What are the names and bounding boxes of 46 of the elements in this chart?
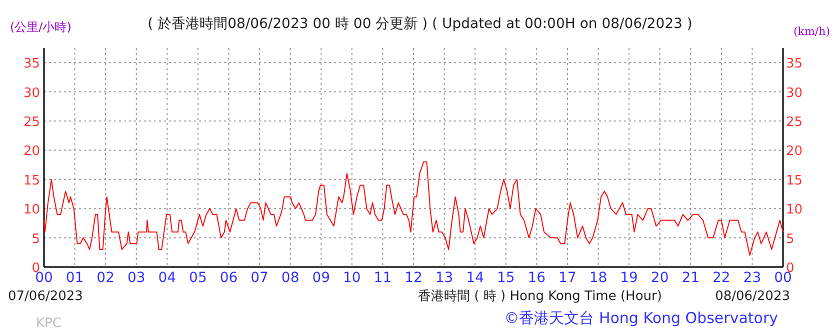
- x-tick-label: 19: [620, 270, 638, 286]
- y-axis-title: (公里/小時): [10, 20, 72, 34]
- x-axis-title: 香港時間 ( 時 ) Hong Kong Time (Hour): [418, 289, 662, 304]
- y-tick-label: 10: [23, 202, 40, 218]
- x-tick-label: 17: [558, 270, 576, 286]
- x-tick-label: 06: [220, 270, 238, 286]
- x-tick-label: 22: [712, 270, 730, 286]
- x-tick-label: 05: [189, 270, 207, 286]
- x-tick-label: 18: [589, 270, 608, 286]
- x-tick-label: 11: [374, 270, 392, 286]
- x-tick-label: 14: [466, 270, 484, 286]
- x-tick-label: 07: [250, 270, 268, 286]
- y-tick-label: 15: [23, 173, 40, 188]
- y2-tick-label: 25: [786, 115, 803, 130]
- x-tick-label: 03: [127, 270, 146, 286]
- text: 07/06/2023: [8, 289, 83, 304]
- text: 08/06/2023: [715, 289, 790, 304]
- x-tick-label: 23: [743, 270, 762, 286]
- y2-tick-label: 5: [786, 232, 794, 247]
- x-tick-label: 15: [496, 270, 515, 286]
- y2-tick-label: 35: [786, 56, 803, 72]
- x-tick-label: 12: [404, 270, 422, 286]
- y-tick-label: 20: [23, 144, 40, 160]
- x-tick-label: 10: [343, 270, 361, 286]
- y-tick-label: 30: [23, 86, 40, 101]
- x-tick-label: 09: [312, 270, 330, 286]
- chart-title: ( 於香港時間08/06/2023 00 時 00 分更新 ) ( Updated at 00:00H on 08/06/2023 ): [148, 16, 692, 32]
- x-tick-label: 01: [66, 270, 84, 286]
- y2-tick-label: 10: [786, 202, 803, 218]
- x-tick-label: 04: [158, 270, 176, 286]
- y-tick-label: 35: [23, 56, 40, 72]
- line-series: [44, 161, 784, 256]
- x-tick-label: 20: [650, 270, 669, 286]
- text: KPC: [36, 316, 62, 331]
- x-tick-label: 16: [528, 270, 546, 286]
- x-tick-label: 02: [96, 270, 114, 286]
- y2-axis-title: (km/h): [794, 25, 830, 38]
- x-tick-label: 08: [281, 270, 300, 286]
- y-tick-label: 5: [32, 232, 40, 247]
- text: ©香港天文台 Hong Kong Observatory: [504, 309, 778, 327]
- y-tick-label: 25: [23, 115, 40, 130]
- x-tick-label: 21: [682, 270, 700, 286]
- x-tick-label: 13: [435, 270, 454, 286]
- y2-tick-label: 20: [786, 144, 803, 160]
- y2-tick-label: 30: [786, 86, 803, 101]
- y2-tick-label: 15: [786, 173, 803, 188]
